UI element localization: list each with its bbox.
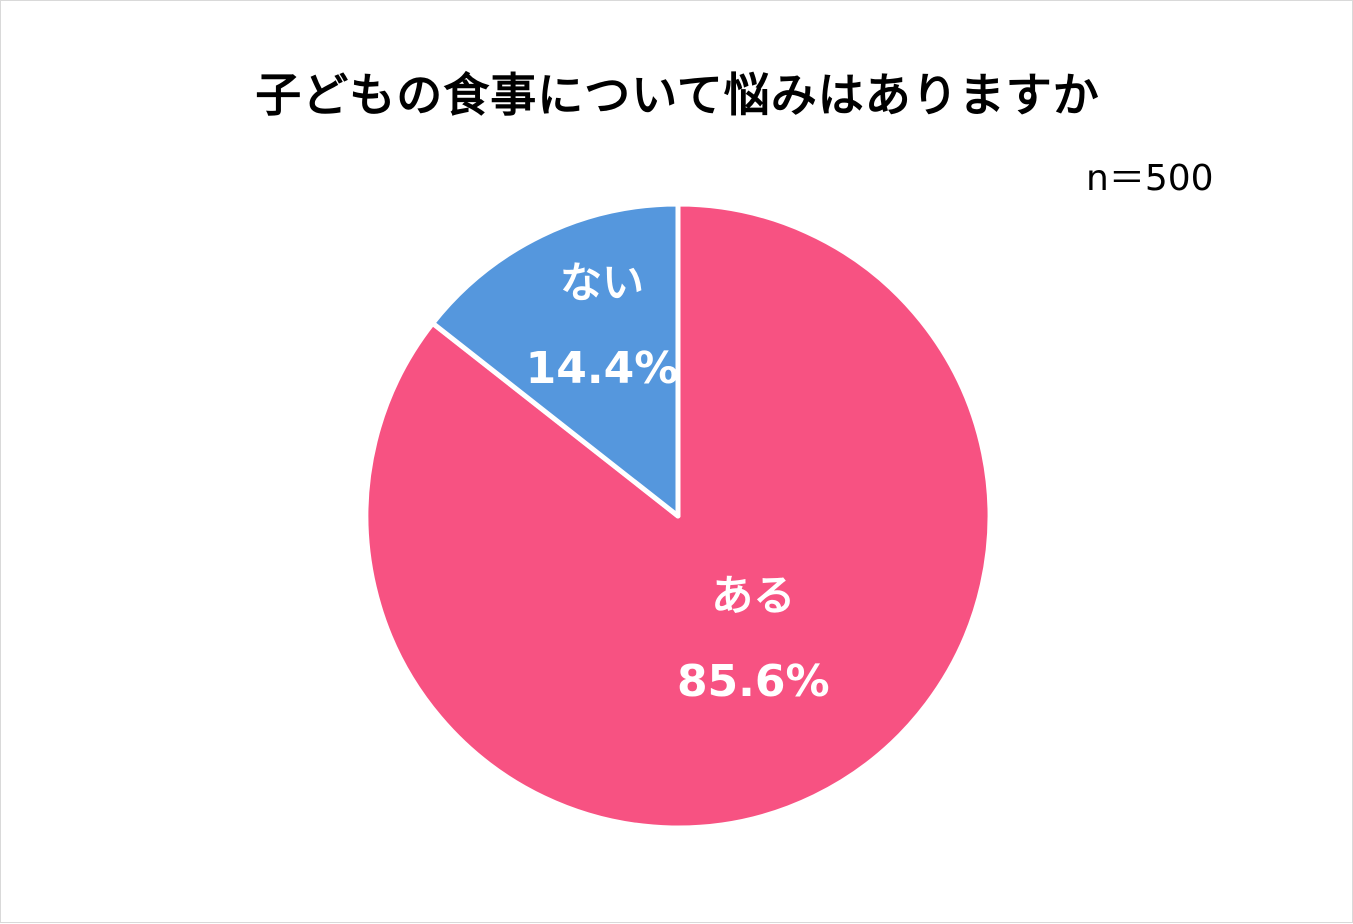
sample-size-annotation: n＝500 xyxy=(1086,158,1214,199)
slice-name-label-2: ない xyxy=(560,258,644,307)
chart-title: 子どもの食事について悩みはありますか xyxy=(255,68,1100,122)
pie-slice-2 xyxy=(430,201,681,519)
slice-value-label-1: 85.6% xyxy=(677,656,830,707)
slice-name-label-1: ある xyxy=(711,571,795,620)
slice-value-label-2: 14.4% xyxy=(526,343,679,394)
